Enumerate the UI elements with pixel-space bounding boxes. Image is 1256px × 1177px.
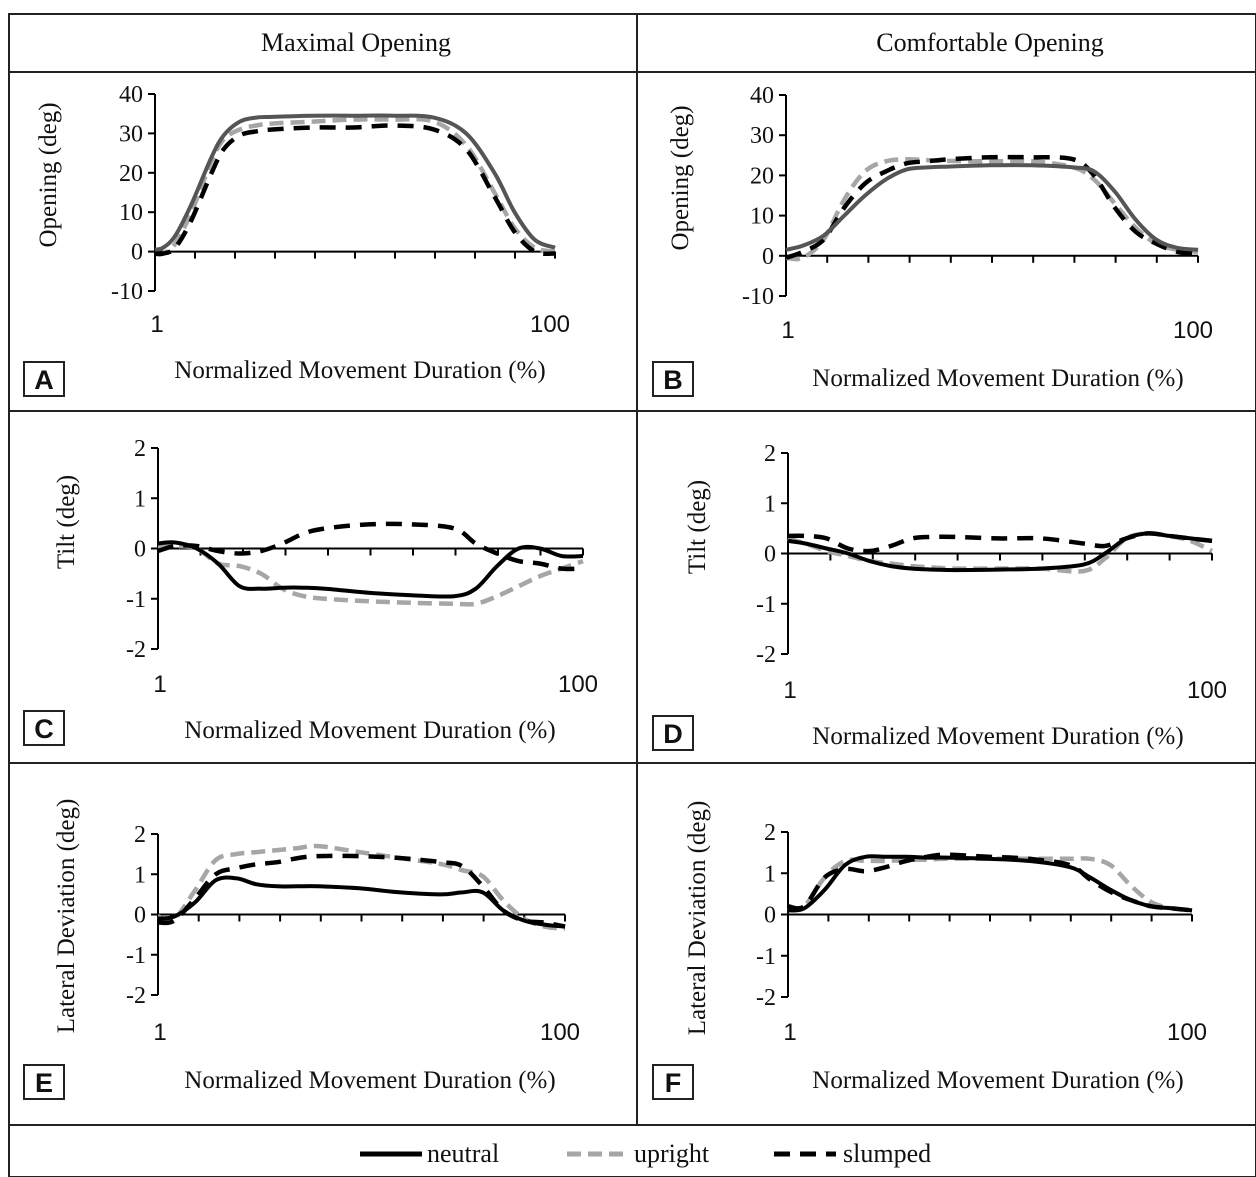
column-header-comfortable: Comfortable Opening xyxy=(876,28,1103,57)
x-tick-label: 100 xyxy=(1187,677,1227,704)
y-tick-label: 0 xyxy=(134,537,146,563)
column-header-maximal: Maximal Opening xyxy=(261,28,451,57)
series-line-neutral xyxy=(787,854,1193,913)
x-tick-label: 100 xyxy=(1173,317,1213,344)
y-tick-label: 1 xyxy=(764,491,776,517)
panel-badge-label: B xyxy=(663,365,683,395)
series-line-neutral xyxy=(157,875,566,929)
y-axis-label: Lateral Deviation (deg) xyxy=(684,801,711,1036)
y-tick-label: -2 xyxy=(126,637,146,663)
y-tick-label: 20 xyxy=(119,161,143,187)
legend-label-neutral: neutral xyxy=(427,1139,499,1168)
x-axis-label: Normalized Movement Duration (%) xyxy=(812,723,1183,750)
series-line-upright xyxy=(157,843,566,931)
x-axis-label: Normalized Movement Duration (%) xyxy=(184,1067,555,1094)
x-tick-label: 100 xyxy=(1167,1019,1207,1046)
x-tick-label: 100 xyxy=(558,671,598,698)
y-tick-label: -1 xyxy=(756,944,776,970)
series-line-neutral xyxy=(154,113,556,252)
panel-badge-box xyxy=(652,361,694,397)
x-tick-label: 1 xyxy=(781,317,794,344)
panel-badge-box xyxy=(23,1064,65,1100)
panel-badge-box xyxy=(652,715,694,751)
frame xyxy=(8,13,1256,1177)
y-tick-label: 0 xyxy=(764,542,776,568)
y-tick-label: -2 xyxy=(756,642,776,668)
y-tick-label: 2 xyxy=(134,822,146,848)
y-tick-label: -2 xyxy=(126,983,146,1009)
x-tick-label: 100 xyxy=(530,311,570,338)
panel-badge-box xyxy=(23,361,65,397)
panel-b: -10 0 10 20 30 40 1 100 Normalized Movement Dura… xyxy=(652,83,1213,397)
y-axis-label: Lateral Deviation (deg) xyxy=(53,799,80,1034)
y-tick-label: 0 xyxy=(762,244,774,270)
x-tick-label: 1 xyxy=(153,671,166,698)
y-axis-label: Tilt (deg) xyxy=(684,480,711,574)
legend: neutral upright slumped xyxy=(360,1139,931,1168)
panel-badge-label: D xyxy=(663,719,683,749)
series-line-slumped xyxy=(785,154,1199,260)
y-tick-label: 40 xyxy=(750,83,774,109)
panel-badge-label: E xyxy=(35,1068,53,1098)
panel-badge-label: F xyxy=(665,1068,682,1098)
legend-label-upright: upright xyxy=(634,1139,710,1168)
y-tick-label: 2 xyxy=(764,820,776,846)
y-tick-label: 0 xyxy=(131,240,143,266)
x-axis-label: Normalized Movement Duration (%) xyxy=(174,357,545,384)
series-line-upright xyxy=(785,157,1199,262)
x-tick-label: 1 xyxy=(153,1019,166,1046)
series-line-neutral xyxy=(157,540,584,599)
y-tick-label: 10 xyxy=(750,204,774,230)
y-axis-label: Opening (deg) xyxy=(35,102,62,247)
panel-a: -10 0 10 20 30 40 1 100 Normalized Movement Dura… xyxy=(23,82,570,397)
panel-badge-label: A xyxy=(34,365,54,395)
y-tick-label: 30 xyxy=(119,121,143,147)
panel-badge-box xyxy=(652,1064,694,1100)
y-tick-label: 0 xyxy=(764,903,776,929)
legend-label-slumped: slumped xyxy=(843,1139,931,1168)
y-tick-label: -1 xyxy=(126,587,146,613)
y-tick-label: -2 xyxy=(756,985,776,1011)
y-tick-label: 30 xyxy=(750,123,774,149)
y-tick-label: 2 xyxy=(764,441,776,467)
x-tick-label: 1 xyxy=(150,311,163,338)
y-tick-label: 10 xyxy=(119,200,143,226)
y-tick-label: -10 xyxy=(111,279,143,305)
y-tick-label: -10 xyxy=(742,284,774,310)
series-line-slumped xyxy=(154,123,556,257)
series-line-neutral xyxy=(787,531,1213,573)
panel-f: -2 -1 0 1 2 1 100 Normalized Movement Duration … xyxy=(652,801,1207,1100)
panel-badge-box xyxy=(23,710,65,746)
y-tick-label: 0 xyxy=(134,903,146,929)
series-line-slumped xyxy=(157,521,584,572)
x-tick-label: 1 xyxy=(783,677,796,704)
y-tick-label: 1 xyxy=(134,486,146,512)
series-line-slumped xyxy=(787,531,1213,554)
series-line-neutral xyxy=(785,163,1199,252)
x-tick-label: 100 xyxy=(540,1019,580,1046)
x-axis-label: Normalized Movement Duration (%) xyxy=(812,1067,1183,1094)
y-tick-label: 1 xyxy=(134,862,146,888)
y-tick-label: 40 xyxy=(119,82,143,108)
x-axis-label: Normalized Movement Duration (%) xyxy=(184,717,555,744)
x-tick-label: 1 xyxy=(783,1019,796,1046)
y-tick-label: 1 xyxy=(764,861,776,887)
series-line-upright xyxy=(154,116,556,257)
y-axis-label: Opening (deg) xyxy=(667,105,694,250)
y-axis-label: Tilt (deg) xyxy=(53,475,80,569)
x-axis-label: Normalized Movement Duration (%) xyxy=(812,365,1183,392)
panel-e: -2 -1 0 1 2 1 100 Normalized Movement Duration … xyxy=(23,799,580,1100)
y-tick-label: -1 xyxy=(756,592,776,618)
y-tick-label: 20 xyxy=(750,163,774,189)
y-tick-label: 2 xyxy=(134,436,146,462)
panel-badge-label: C xyxy=(34,714,54,744)
y-tick-label: -1 xyxy=(126,943,146,969)
